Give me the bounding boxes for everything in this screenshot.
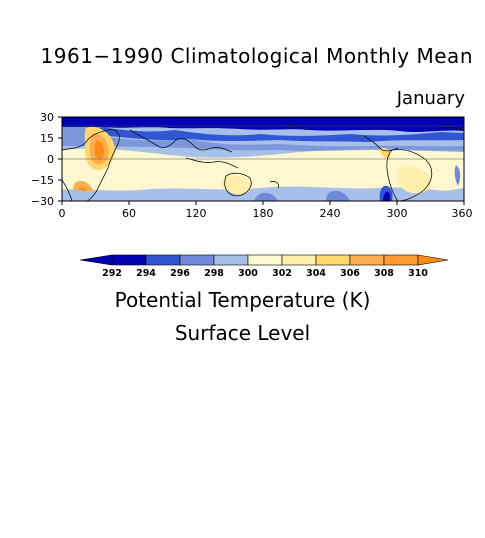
y-tick-label: 30 bbox=[40, 111, 54, 124]
colorbar-swatch bbox=[281, 254, 317, 266]
colorbar-label: 306 bbox=[340, 268, 360, 279]
colorbar-label: 302 bbox=[272, 268, 292, 279]
colorbar-label: 292 bbox=[102, 268, 122, 279]
coastlines bbox=[62, 124, 464, 201]
level-label: Surface Level bbox=[174, 321, 311, 345]
colorbar-swatch bbox=[383, 254, 419, 266]
coast-south-america bbox=[386, 149, 433, 201]
x-tick-label: 120 bbox=[186, 207, 207, 220]
y-tick-labels: 30 15 0 −15 −30 bbox=[31, 111, 54, 208]
coast-islands bbox=[269, 181, 279, 189]
x-tick-label: 0 bbox=[59, 207, 66, 220]
variable-label: Potential Temperature (K) bbox=[114, 288, 371, 312]
colorbar-swatch bbox=[315, 254, 351, 266]
colorbar-label: 310 bbox=[408, 268, 428, 279]
coast-africa bbox=[62, 129, 120, 201]
colorbar-swatch bbox=[349, 254, 385, 266]
colorbar-label: 298 bbox=[204, 268, 224, 279]
field-africa-hottest bbox=[94, 140, 105, 160]
y-tick-marks bbox=[58, 116, 62, 202]
colorbar: 292 294 296 298 300 302 304 306 308 310 bbox=[79, 254, 449, 279]
colorbar-swatch bbox=[111, 254, 147, 266]
field-australia-warm bbox=[221, 174, 251, 195]
colorbar-swatch bbox=[247, 254, 283, 266]
field-cool-north bbox=[100, 127, 464, 142]
field-south-patch-2 bbox=[326, 190, 350, 201]
field-andes-cold bbox=[383, 191, 391, 201]
colorbar-left-arrow bbox=[79, 254, 113, 266]
coast-asia bbox=[129, 129, 233, 153]
coast-north-atlantic bbox=[439, 126, 464, 131]
colorbar-label: 294 bbox=[136, 268, 156, 279]
y-tick-label: −15 bbox=[31, 174, 54, 187]
field-cold-north bbox=[62, 117, 464, 132]
colorbar-right-arrow bbox=[417, 254, 449, 266]
y-tick-label: 15 bbox=[40, 132, 54, 145]
field-south-patch-1 bbox=[254, 192, 278, 201]
field-east-patch bbox=[454, 165, 461, 186]
chart-title: 1961−1990 Climatological Monthly Mean bbox=[40, 44, 473, 68]
field-mid-north bbox=[62, 127, 464, 152]
coast-australia bbox=[224, 172, 252, 197]
reference-lines bbox=[62, 125, 464, 160]
x-tick-labels: 0 60 120 180 240 300 360 bbox=[59, 207, 473, 220]
x-tick-label: 60 bbox=[122, 207, 136, 220]
field-samerica-warm bbox=[397, 166, 433, 194]
y-tick-label: 0 bbox=[47, 153, 54, 166]
y-tick-label: −30 bbox=[31, 195, 54, 208]
colorbar-label: 296 bbox=[170, 268, 190, 279]
colorbar-label: 308 bbox=[374, 268, 394, 279]
x-tick-label: 180 bbox=[253, 207, 274, 220]
coast-indonesia bbox=[185, 157, 239, 169]
colorbar-label: 300 bbox=[238, 268, 258, 279]
colorbar-swatch bbox=[145, 254, 181, 266]
colorbar-swatch bbox=[213, 254, 249, 266]
coast-africa-west bbox=[62, 179, 73, 201]
x-tick-label: 240 bbox=[320, 207, 341, 220]
month-label: January bbox=[396, 88, 465, 109]
x-tick-marks bbox=[61, 201, 465, 205]
x-tick-label: 360 bbox=[452, 207, 473, 220]
x-tick-label: 300 bbox=[387, 207, 408, 220]
colorbar-label: 304 bbox=[306, 268, 326, 279]
colorbar-swatch bbox=[179, 254, 215, 266]
